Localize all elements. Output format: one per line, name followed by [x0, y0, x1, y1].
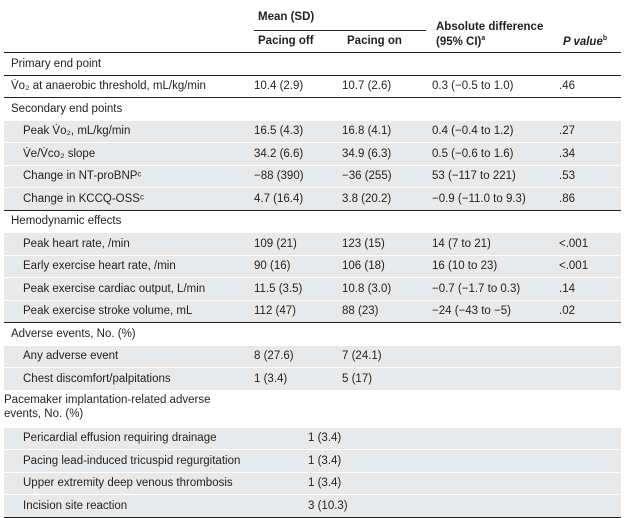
p-value: .27: [559, 120, 621, 143]
p-value: .86: [559, 188, 621, 211]
pacing-on-value: 123 (15): [342, 233, 432, 256]
table-row: Peak V̇o₂, mL/kg/min 16.5 (4.3) 16.8 (4.1)…: [4, 120, 621, 143]
pacing-on-value: 5 (17): [342, 368, 432, 390]
merged-value: 1 (3.4): [254, 472, 621, 495]
table-row: Pericardial effusion requiring drainage 1…: [4, 427, 621, 450]
pacing-on-value: 3.8 (20.2): [342, 188, 432, 211]
pacing-on-value: 34.9 (6.3): [342, 143, 432, 166]
pacing-off-value: 34.2 (6.6): [254, 143, 342, 166]
pacing-off-value: 4.7 (16.4): [254, 188, 342, 211]
pacing-on-heading: Pacing on: [347, 35, 402, 47]
row-label: Change in NT-proBNPᶜ: [4, 165, 254, 188]
section-label: Adverse events, No. (%): [4, 323, 621, 346]
section-label: Hemodynamic effects: [4, 210, 621, 233]
pacing-off-value: −88 (390): [254, 165, 342, 188]
abs-diff-value: 53 (−117 to 221): [432, 165, 559, 188]
row-label: Any adverse event: [4, 345, 254, 368]
table-row: Pacemaker implantation-related adverse e…: [4, 390, 621, 428]
section-label: Secondary end points: [4, 98, 621, 121]
p-value: [559, 368, 621, 390]
abs-diff-value: [432, 368, 559, 390]
row-label: Peak exercise stroke volume, mL: [4, 300, 254, 323]
p-value: .53: [559, 165, 621, 188]
pacing-off-heading: Pacing off: [258, 35, 314, 47]
mean-sd-heading: Mean (SD): [258, 11, 314, 23]
table-row: V̇e/V̇co₂ slope 34.2 (6.6) 34.9 (6.3) 0.5 (…: [4, 143, 621, 166]
row-label: Peak exercise cardiac output, L/min: [4, 278, 254, 301]
pacing-on-value: 106 (18): [342, 255, 432, 278]
pacing-on-value: −36 (255): [342, 165, 432, 188]
table-row: Change in KCCQ-OSSᶜ 4.7 (16.4) 3.8 (20.2) −…: [4, 188, 621, 211]
table-row: V̇o₂ at anaerobic threshold, mL/kg/min 10…: [4, 75, 621, 98]
p-value: .14: [559, 278, 621, 301]
table-row: Peak exercise stroke volume, mL 112 (47) 8…: [4, 300, 621, 323]
abs-diff-value: 0.3 (−0.5 to 1.0): [432, 75, 559, 98]
p-value: .34: [559, 143, 621, 166]
row-label: Pericardial effusion requiring drainage: [4, 427, 254, 450]
table-row: Secondary end points: [4, 98, 621, 121]
header-rule: [254, 30, 426, 31]
table-row: Incision site reaction 3 (10.3): [4, 495, 621, 518]
p-value: [559, 345, 621, 368]
abs-diff-value: [432, 345, 559, 368]
row-label: V̇o₂ at anaerobic threshold, mL/kg/min: [4, 75, 254, 98]
pacing-off-value: 112 (47): [254, 300, 342, 323]
results-table: Primary end point V̇o₂ at anaerobic thres…: [4, 52, 621, 518]
table-row: Pacing lead-induced tricuspid regurgitat…: [4, 450, 621, 473]
table-row: Change in NT-proBNPᶜ −88 (390) −36 (255) 53…: [4, 165, 621, 188]
p-value: .46: [559, 75, 621, 98]
abs-diff-value: −0.9 (−11.0 to 9.3): [432, 188, 559, 211]
results-table-page: Mean (SD) Pacing off Pacing on Absolute …: [0, 0, 625, 489]
row-label: Peak heart rate, /min: [4, 233, 254, 256]
row-label: Pacing lead-induced tricuspid regurgitat…: [4, 450, 254, 473]
abs-diff-value: −0.7 (−1.7 to 0.3): [432, 278, 559, 301]
abs-diff-value: 0.5 (−0.6 to 1.6): [432, 143, 559, 166]
abs-diff-value: 0.4 (−0.4 to 1.2): [432, 120, 559, 143]
table-row: Early exercise heart rate, /min 90 (16) 10…: [4, 255, 621, 278]
table-row: Upper extremity deep venous thrombosis 1 …: [4, 472, 621, 495]
row-label: V̇e/V̇co₂ slope: [4, 143, 254, 166]
pacing-off-value: 1 (3.4): [254, 368, 342, 390]
pacing-on-value: 16.8 (4.1): [342, 120, 432, 143]
table-row: Adverse events, No. (%): [4, 323, 621, 346]
pacing-on-value: 10.7 (2.6): [342, 75, 432, 98]
p-value: <.001: [559, 233, 621, 256]
row-label: Change in KCCQ-OSSᶜ: [4, 188, 254, 211]
table-row: Peak heart rate, /min 109 (21) 123 (15) 14 …: [4, 233, 621, 256]
abs-diff-heading-line1: Absolute difference: [436, 21, 543, 33]
p-value-heading: P valueb: [563, 35, 607, 48]
table-row: Peak exercise cardiac output, L/min 11.5 …: [4, 278, 621, 301]
table-row: Primary end point: [4, 53, 621, 76]
pacing-off-value: 10.4 (2.9): [254, 75, 342, 98]
pacing-on-value: 10.8 (3.0): [342, 278, 432, 301]
row-label: Chest discomfort/palpitations: [4, 368, 254, 390]
pacing-on-value: 7 (24.1): [342, 345, 432, 368]
p-value: <.001: [559, 255, 621, 278]
row-label: Peak V̇o₂, mL/kg/min: [4, 120, 254, 143]
table-row: Hemodynamic effects: [4, 210, 621, 233]
table-header: Mean (SD) Pacing off Pacing on Absolute …: [0, 0, 625, 52]
section-label: Primary end point: [4, 53, 621, 76]
pacing-off-value: 11.5 (3.5): [254, 278, 342, 301]
merged-value: 1 (3.4): [254, 427, 621, 450]
pacing-on-value: 88 (23): [342, 300, 432, 323]
pacing-off-value: 16.5 (4.3): [254, 120, 342, 143]
p-value: .02: [559, 300, 621, 323]
row-label: Early exercise heart rate, /min: [4, 255, 254, 278]
abs-diff-value: −24 (−43 to −5): [432, 300, 559, 323]
pacing-off-value: 8 (27.6): [254, 345, 342, 368]
row-label: Upper extremity deep venous thrombosis: [4, 472, 254, 495]
section-label: Pacemaker implantation-related adverse e…: [4, 390, 621, 428]
table-row: Any adverse event 8 (27.6) 7 (24.1): [4, 345, 621, 368]
abs-diff-value: 16 (10 to 23): [432, 255, 559, 278]
merged-value: 1 (3.4): [254, 450, 621, 473]
pacing-off-value: 90 (16): [254, 255, 342, 278]
pacing-off-value: 109 (21): [254, 233, 342, 256]
row-label: Incision site reaction: [4, 495, 254, 518]
abs-diff-value: 14 (7 to 21): [432, 233, 559, 256]
abs-diff-heading-line2: (95% CI)a: [436, 35, 485, 48]
table-row: Chest discomfort/palpitations 1 (3.4) 5 (1…: [4, 368, 621, 390]
merged-value: 3 (10.3): [254, 495, 621, 518]
